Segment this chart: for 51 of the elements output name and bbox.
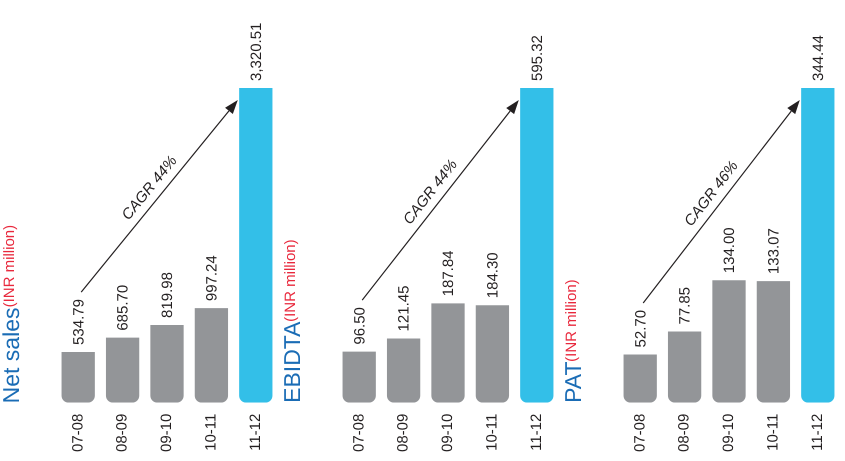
bar: [668, 332, 702, 403]
x-tick-label: 11-12: [246, 414, 264, 451]
bar: [239, 88, 272, 403]
text: PAT: [560, 362, 586, 403]
x-tick-label: 11-12: [528, 414, 545, 451]
bar: [712, 280, 746, 403]
bar: [194, 308, 228, 403]
bar: [476, 305, 510, 403]
data-label: 187.84: [440, 250, 458, 296]
data-label: 3,320.51: [248, 22, 265, 81]
data-label: 52.70: [632, 310, 650, 348]
bar: [150, 324, 184, 403]
text: (INR million): [282, 239, 299, 322]
x-tick-label: 10-11: [484, 414, 501, 451]
x-tick-label: 09-10: [720, 414, 738, 452]
x-tick-label: 09-10: [439, 414, 456, 452]
data-label: 96.50: [351, 307, 368, 345]
data-label: 344.44: [810, 35, 827, 81]
x-tick-label: 08-09: [114, 414, 131, 452]
x-tick-label: 08-09: [676, 414, 693, 452]
x-tick-label: 10-11: [764, 414, 782, 451]
data-label: 184.30: [484, 252, 502, 298]
data-label: 134.00: [721, 227, 738, 274]
bar: [62, 352, 95, 403]
x-tick-label: 07-08: [631, 414, 648, 452]
x-tick-label: 07-08: [350, 414, 368, 452]
bar: [801, 88, 834, 403]
x-tick-label: 08-09: [394, 414, 412, 452]
bar: [106, 338, 140, 403]
text: EBIDTA: [279, 322, 305, 403]
text: (INR million): [1, 224, 19, 308]
bar: [342, 352, 376, 403]
bar: [624, 354, 657, 403]
bar: [520, 88, 554, 403]
x-tick-label: 07-08: [69, 414, 86, 452]
x-tick-label: 10-11: [202, 414, 220, 451]
data-label: 595.32: [528, 35, 546, 81]
data-label: 534.79: [70, 299, 88, 345]
data-label: 685.70: [114, 284, 132, 331]
bar: [386, 338, 420, 403]
text: (INR million): [563, 279, 581, 362]
bar: [431, 303, 465, 403]
data-label: 819.98: [159, 272, 176, 318]
x-tick-label: 09-10: [158, 414, 176, 452]
bar: [756, 281, 790, 403]
data-label: 121.45: [396, 286, 413, 332]
x-tick-label: 11-12: [808, 414, 826, 451]
text: Net sales: [0, 307, 24, 403]
data-label: 997.24: [204, 255, 221, 302]
data-label: 133.07: [766, 228, 783, 274]
data-label: 77.85: [676, 286, 694, 325]
